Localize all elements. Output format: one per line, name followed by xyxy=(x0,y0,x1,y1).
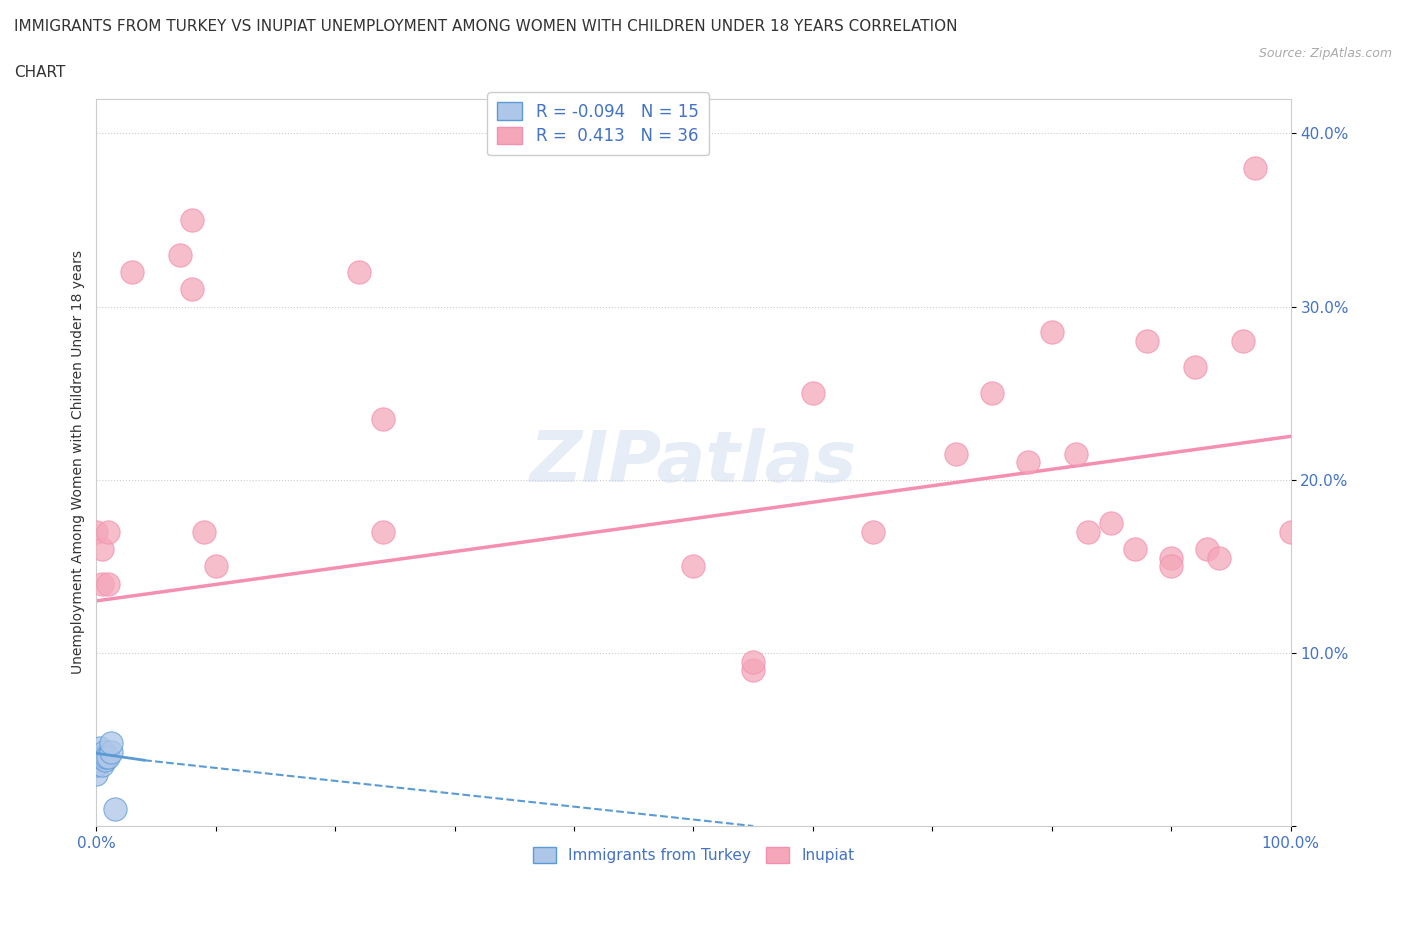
Point xyxy=(100,736,122,751)
Point xyxy=(91,541,114,556)
Point xyxy=(347,264,370,279)
Point xyxy=(86,766,108,781)
Point xyxy=(89,740,111,755)
Text: CHART: CHART xyxy=(14,65,66,80)
Point xyxy=(1195,541,1218,556)
Point xyxy=(86,758,108,773)
Point xyxy=(204,559,226,574)
Point xyxy=(104,802,127,817)
Point xyxy=(1160,551,1182,565)
Point xyxy=(1101,515,1123,530)
Point xyxy=(169,247,191,262)
Point xyxy=(91,576,114,591)
Point xyxy=(682,559,704,574)
Point xyxy=(1064,446,1087,461)
Point xyxy=(89,750,111,764)
Text: Source: ZipAtlas.com: Source: ZipAtlas.com xyxy=(1258,46,1392,60)
Point xyxy=(1017,455,1039,470)
Point xyxy=(97,750,120,764)
Point xyxy=(180,282,202,297)
Y-axis label: Unemployment Among Women with Children Under 18 years: Unemployment Among Women with Children U… xyxy=(72,250,86,674)
Point xyxy=(801,386,824,401)
Point xyxy=(94,750,117,764)
Point xyxy=(1125,541,1147,556)
Point xyxy=(93,752,115,767)
Point xyxy=(97,525,120,539)
Point xyxy=(1279,525,1302,539)
Point xyxy=(1136,334,1159,349)
Point xyxy=(86,750,108,764)
Point xyxy=(97,576,120,591)
Text: IMMIGRANTS FROM TURKEY VS INUPIAT UNEMPLOYMENT AMONG WOMEN WITH CHILDREN UNDER 1: IMMIGRANTS FROM TURKEY VS INUPIAT UNEMPL… xyxy=(14,19,957,33)
Point xyxy=(1232,334,1254,349)
Point xyxy=(1208,551,1230,565)
Point xyxy=(86,525,108,539)
Point xyxy=(93,744,115,759)
Text: ZIPatlas: ZIPatlas xyxy=(530,428,858,497)
Point xyxy=(91,750,114,764)
Point xyxy=(945,446,967,461)
Point xyxy=(1243,161,1265,176)
Point xyxy=(371,412,394,427)
Point xyxy=(1160,559,1182,574)
Point xyxy=(742,654,765,669)
Point xyxy=(371,525,394,539)
Point xyxy=(742,663,765,678)
Point xyxy=(121,264,143,279)
Point xyxy=(862,525,884,539)
Point xyxy=(180,212,202,227)
Point xyxy=(100,744,122,759)
Point xyxy=(193,525,215,539)
Point xyxy=(91,758,114,773)
Point xyxy=(1040,326,1063,340)
Point xyxy=(1077,525,1099,539)
Legend: Immigrants from Turkey, Inupiat: Immigrants from Turkey, Inupiat xyxy=(527,841,860,870)
Point xyxy=(1184,360,1206,375)
Point xyxy=(93,750,115,764)
Point xyxy=(981,386,1004,401)
